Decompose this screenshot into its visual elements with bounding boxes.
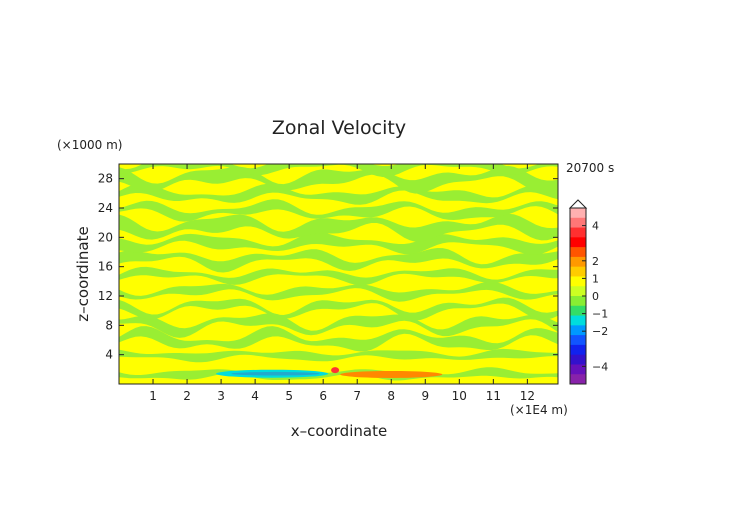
colorbar-swatch	[570, 217, 586, 229]
colorbar-swatch	[570, 208, 586, 219]
colorbar-swatch	[570, 227, 586, 238]
colorbar: 4 2 1 0 −1 −2 −4	[568, 199, 608, 385]
contour-band	[119, 165, 558, 194]
colorbar-arrow	[568, 199, 588, 209]
positive-velocity-jet	[340, 370, 443, 378]
colorbar-swatch	[570, 335, 586, 346]
x-tick-label: 9	[421, 389, 429, 403]
x-tick-label: 4	[251, 389, 259, 403]
contour-band	[119, 326, 558, 352]
colorbar-swatch	[570, 247, 586, 258]
colorbar-swatch	[570, 354, 586, 365]
x-tick-label: 3	[217, 389, 225, 403]
chart-title: Zonal Velocity	[272, 117, 406, 139]
colorbar-swatch	[570, 296, 586, 307]
x-tick-label: 1	[149, 389, 157, 403]
colorbar-swatch	[570, 364, 586, 375]
contour-band	[119, 213, 558, 242]
x-tick-label: 7	[353, 389, 361, 403]
y-tick-label: 28	[98, 172, 113, 186]
colorbar-tick-label: 2	[592, 255, 599, 268]
colorbar-swatch	[570, 256, 586, 268]
plot-area	[119, 164, 558, 384]
y-tick-label: 20	[98, 230, 113, 244]
velocity-features	[215, 367, 443, 378]
colorbar-tick-label: 4	[592, 220, 599, 233]
x-tick-label: 5	[285, 389, 293, 403]
y-tick-label: 12	[98, 289, 113, 303]
contour-band	[119, 266, 558, 286]
contour-band	[119, 348, 558, 363]
contour-band	[119, 232, 558, 255]
x-tick-label: 10	[452, 389, 467, 403]
y-axis-ticks: 4 8 12 16 20 24 28	[98, 172, 558, 362]
contour-band	[119, 248, 558, 273]
x-tick-label: 2	[183, 389, 191, 403]
y-axis-label: z–coordinate	[74, 226, 92, 321]
colorbar-swatch	[570, 374, 586, 385]
colorbar-tick-label: 0	[592, 290, 599, 303]
x-tick-label: 8	[387, 389, 395, 403]
colorbar-tick-label: −4	[592, 360, 608, 373]
x-axis-label: x–coordinate	[291, 422, 387, 440]
colorbar-tick-label: 1	[592, 272, 599, 285]
x-tick-label: 12	[520, 389, 535, 403]
colorbar-swatch	[570, 315, 586, 326]
negative-velocity-core	[231, 371, 320, 376]
colorbar-tick-label: −2	[592, 325, 608, 338]
colorbar-swatch	[570, 286, 586, 297]
contour-band	[119, 199, 558, 222]
colorbar-tick-label: −1	[592, 308, 608, 321]
y-tick-label: 8	[105, 318, 113, 332]
y-tick-label: 24	[98, 201, 113, 215]
contour-band	[119, 367, 558, 381]
x-unit-label: (×1E4 m)	[510, 403, 568, 417]
y-tick-label: 4	[105, 348, 113, 362]
green-bands	[119, 164, 558, 381]
colorbar-swatch	[570, 237, 586, 248]
contour-band	[119, 297, 558, 321]
colorbar-swatch	[570, 344, 586, 356]
colorbar-swatch	[570, 325, 586, 336]
plot-frame	[118, 163, 559, 385]
colorbar-swatch	[570, 276, 586, 287]
colorbar-swatch	[570, 266, 586, 277]
contour-band	[119, 281, 558, 302]
positive-velocity-peak	[331, 367, 340, 374]
contour-band	[119, 313, 558, 338]
time-label: 20700 s	[566, 161, 614, 175]
contour-band	[119, 183, 558, 205]
x-tick-label: 11	[486, 389, 501, 403]
x-axis-ticks: 1 2 3 4 5 6 7 8 9 10 11 12	[149, 164, 535, 403]
colorbar-swatch	[570, 305, 586, 317]
x-tick-label: 6	[319, 389, 327, 403]
y-unit-label: (×1000 m)	[57, 138, 122, 152]
contour-band	[119, 164, 558, 177]
y-tick-label: 16	[98, 260, 113, 274]
